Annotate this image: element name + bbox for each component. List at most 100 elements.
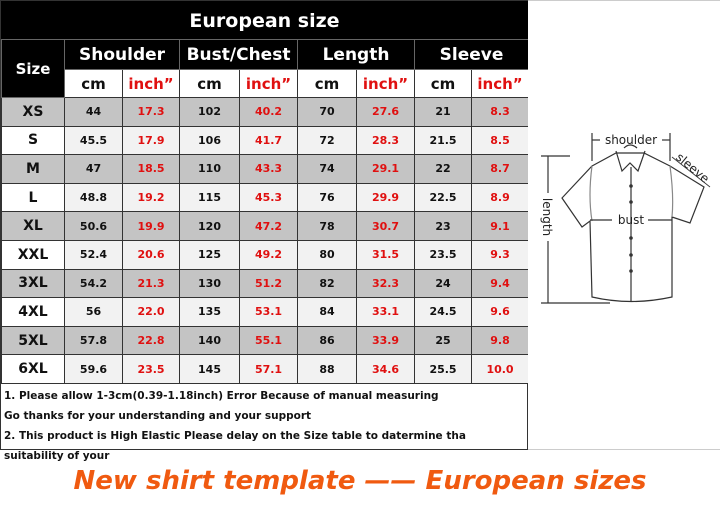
measurement-cell: 33.1 xyxy=(356,297,416,327)
measurement-cell: 49.2 xyxy=(239,239,299,270)
measurement-cell: 22 xyxy=(414,154,473,184)
size-row: 6XL 59.6 23.5 145 57.1 88 34.6 25.5 10.0 xyxy=(1,354,530,384)
measurement-cell: 48.8 xyxy=(64,182,123,213)
measurement-cell: 8.3 xyxy=(471,97,530,127)
measurement-cell: 72 xyxy=(297,125,358,156)
unit-cell: inch” xyxy=(239,69,299,98)
measurement-cell: 43.3 xyxy=(239,154,299,184)
unit-cell: inch” xyxy=(356,69,416,98)
size-label: XL xyxy=(1,211,65,241)
measurement-cell: 9.8 xyxy=(471,325,530,356)
measurement-cell: 24.5 xyxy=(414,297,473,327)
measurement-cell: 19.2 xyxy=(121,182,181,213)
size-row: 3XL 54.2 21.3 130 51.2 82 32.3 24 9.4 xyxy=(1,268,530,299)
measurement-cell: 22.8 xyxy=(121,325,181,356)
measurement-cell: 21 xyxy=(414,97,473,127)
header-length: Length xyxy=(297,39,416,70)
size-row: 5XL 57.8 22.8 140 55.1 86 33.9 25 9.8 xyxy=(1,325,530,356)
measurement-cell: 44 xyxy=(64,97,123,127)
bust-label: bust xyxy=(618,213,644,227)
size-label: 4XL xyxy=(1,297,65,327)
unit-cell: cm xyxy=(297,69,358,98)
measurement-cell: 17.3 xyxy=(121,97,181,127)
size-row: XL 50.6 19.9 120 47.2 78 30.7 23 9.1 xyxy=(1,211,530,241)
measurement-cell: 74 xyxy=(297,154,358,184)
measurement-cell: 52.4 xyxy=(64,239,123,270)
measurement-cell: 106 xyxy=(179,125,241,156)
header-row: Size Shoulder Bust/Chest Length Sleeve xyxy=(1,39,530,98)
header-sleeve: Sleeve xyxy=(414,39,530,70)
measurement-cell: 47 xyxy=(64,154,123,184)
size-row: XS 44 17.3 102 40.2 70 27.6 21 8.3 xyxy=(1,97,530,127)
measurement-cell: 23.5 xyxy=(414,239,473,270)
measurement-cell: 47.2 xyxy=(239,211,299,241)
measurement-cell: 54.2 xyxy=(64,268,123,299)
measurement-cell: 86 xyxy=(297,325,358,356)
measurement-cell: 31.5 xyxy=(356,239,416,270)
measurement-cell: 33.9 xyxy=(356,325,416,356)
note-2: Go thanks for your understanding and you… xyxy=(4,410,312,422)
unit-cell: cm xyxy=(414,69,473,98)
shirt-body-outline xyxy=(561,152,705,303)
measurement-cell: 53.1 xyxy=(239,297,299,327)
size-label: L xyxy=(1,182,65,213)
measurement-cell: 70 xyxy=(297,97,358,127)
header-size: Size xyxy=(1,39,65,98)
header-bust: Bust/Chest xyxy=(179,39,299,70)
size-label: 6XL xyxy=(1,354,65,384)
unit-cell: inch” xyxy=(471,69,530,98)
measurement-cell: 29.1 xyxy=(356,154,416,184)
notes: 1. Please allow 1-3cm(0.39-1.18inch) Err… xyxy=(4,386,527,466)
size-row: S 45.5 17.9 106 41.7 72 28.3 21.5 8.5 xyxy=(1,125,530,156)
measurement-cell: 41.7 xyxy=(239,125,299,156)
measurement-cell: 80 xyxy=(297,239,358,270)
measurement-cell: 102 xyxy=(179,97,241,127)
measurement-cell: 9.4 xyxy=(471,268,530,299)
size-row: L 48.8 19.2 115 45.3 76 29.9 22.5 8.9 xyxy=(1,182,530,213)
measurement-cell: 32.3 xyxy=(356,268,416,299)
size-chart: European size Size Shoulder Bust/Chest L… xyxy=(0,0,530,462)
shirt-diagram-panel: shoulder bust length sleeve xyxy=(528,0,720,450)
header-shoulder: Shoulder xyxy=(63,39,181,70)
caption: New shirt template —— European sizes xyxy=(73,466,647,496)
measurement-cell: 8.9 xyxy=(471,182,530,213)
measurement-cell: 50.6 xyxy=(64,211,123,241)
shoulder-label: shoulder xyxy=(605,133,657,147)
size-row: 4XL 56 22.0 135 53.1 84 33.1 24.5 9.6 xyxy=(1,297,530,327)
measurement-cell: 115 xyxy=(179,182,241,213)
measurement-cell: 45.5 xyxy=(64,125,123,156)
measurement-cell: 22.0 xyxy=(121,297,181,327)
unit-cell: cm xyxy=(64,69,123,98)
measurement-cell: 135 xyxy=(179,297,241,327)
measurement-cell: 10.0 xyxy=(471,354,530,384)
measurement-cell: 19.9 xyxy=(121,211,181,241)
size-label: XS xyxy=(1,97,65,127)
measurement-cell: 9.1 xyxy=(471,211,530,241)
measurement-cell: 145 xyxy=(179,354,241,384)
units-row: cm inch” cm inch” cm inch” cm inch” xyxy=(2,69,530,98)
measurement-cell: 28.3 xyxy=(356,125,416,156)
measurement-cell: 22.5 xyxy=(414,182,473,213)
shirt-diagram: shoulder bust length sleeve xyxy=(540,133,712,304)
measurement-cell: 76 xyxy=(297,182,358,213)
size-row: XXL 52.4 20.6 125 49.2 80 31.5 23.5 9.3 xyxy=(1,239,530,270)
length-label: length xyxy=(540,198,554,236)
shirt-buttons xyxy=(629,184,633,273)
chart-title: European size xyxy=(1,1,528,39)
size-table: Size Shoulder Bust/Chest Length Sleeve c… xyxy=(1,39,530,384)
measurement-cell: 88 xyxy=(297,354,358,384)
size-label: 5XL xyxy=(1,325,65,356)
measurement-cell: 9.6 xyxy=(471,297,530,327)
measurement-cell: 8.7 xyxy=(471,154,530,184)
measurement-cell: 29.9 xyxy=(356,182,416,213)
measurement-cell: 40.2 xyxy=(239,97,299,127)
measurement-cell: 23 xyxy=(414,211,473,241)
measurement-cell: 27.6 xyxy=(356,97,416,127)
measurement-cell: 23.5 xyxy=(121,354,181,384)
measurement-cell: 110 xyxy=(179,154,241,184)
size-label: 3XL xyxy=(1,268,65,299)
measurement-cell: 21.5 xyxy=(414,125,473,156)
measurement-cell: 120 xyxy=(179,211,241,241)
measurement-cell: 34.6 xyxy=(356,354,416,384)
measurement-cell: 84 xyxy=(297,297,358,327)
